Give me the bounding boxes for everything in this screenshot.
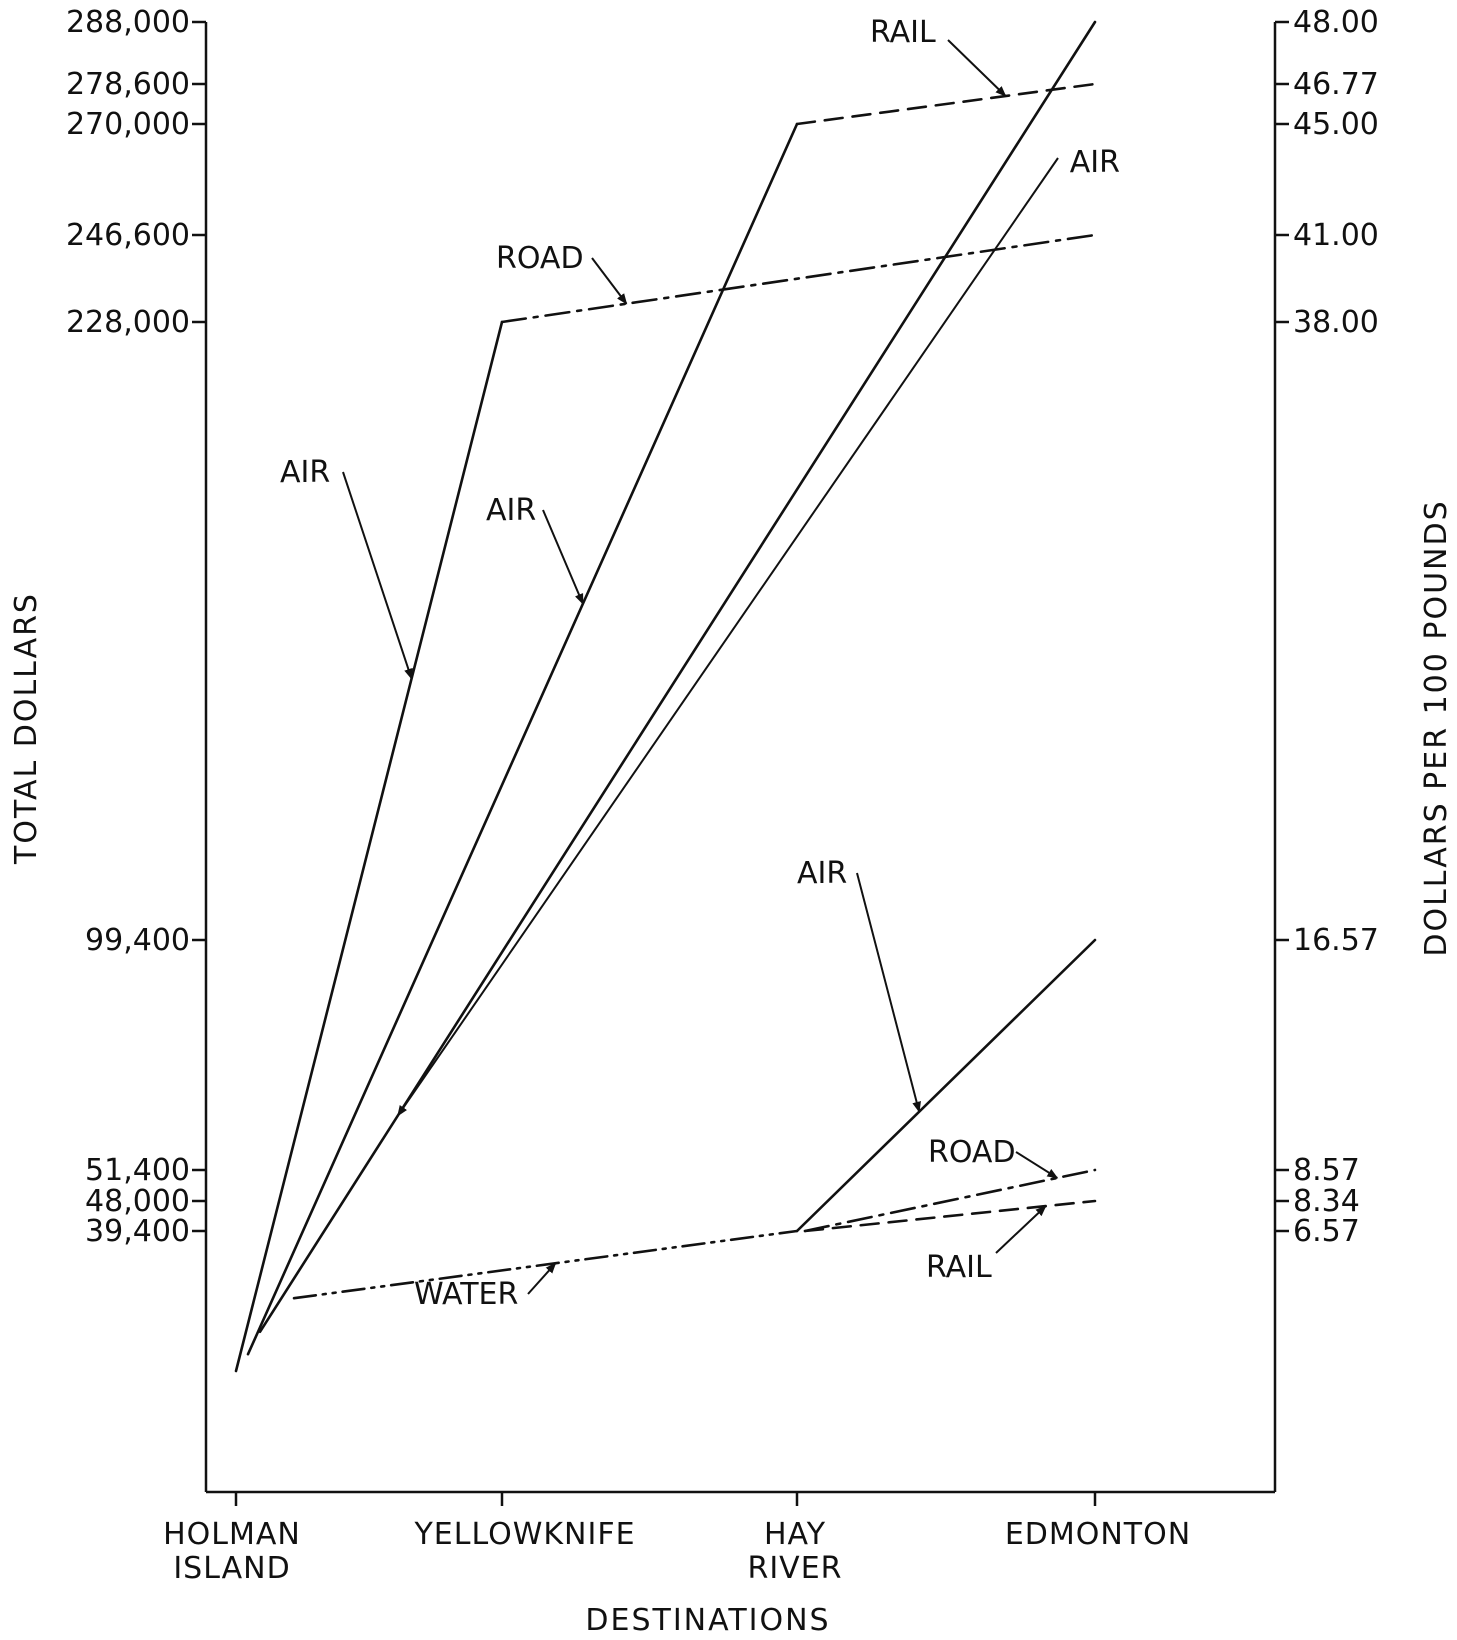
annotation-air-2-arrow bbox=[542, 509, 584, 605]
annotation-air-4-arrow bbox=[396, 157, 1059, 1117]
annotation-air-4-label: AIR bbox=[1070, 145, 1120, 180]
series-road-dash-dot-7 bbox=[803, 1168, 1097, 1233]
right-tick-label: 8.57 bbox=[1293, 1153, 1360, 1188]
category-label-holman: HOLMAN bbox=[163, 1517, 301, 1552]
left-tick-label: 278,600 bbox=[66, 67, 190, 102]
left-tick-label: 39,400 bbox=[85, 1214, 190, 1249]
left-axis: 288,000 278,600 270,000 246,600 228,000 99,40… bbox=[66, 5, 208, 1492]
annotation-rail-3-label: RAIL bbox=[870, 15, 936, 50]
annotation-road-7-label: ROAD bbox=[928, 1135, 1016, 1170]
category-label-hay: RIVER bbox=[747, 1551, 842, 1586]
left-tick-label: 270,000 bbox=[66, 107, 190, 142]
left-tick-label: 48,000 bbox=[85, 1184, 190, 1219]
annotation-rail-8-arrow bbox=[995, 1205, 1047, 1254]
series-air-solid-6 bbox=[795, 938, 1097, 1233]
right-tick-label: 6.57 bbox=[1293, 1214, 1360, 1249]
annotation-air-0-label: AIR bbox=[280, 455, 330, 490]
x-axis-title: DESTINATIONS bbox=[585, 1603, 830, 1638]
right-tick-label: 45.00 bbox=[1293, 107, 1379, 142]
annotation-road-1-arrow bbox=[591, 257, 628, 305]
series-rail-dashed-8 bbox=[803, 1199, 1097, 1233]
series-air-solid-2 bbox=[246, 122, 799, 1356]
category-label-hay: HAY bbox=[764, 1517, 826, 1552]
right-tick-label: 41.00 bbox=[1293, 218, 1379, 253]
left-tick-label: 51,400 bbox=[85, 1153, 190, 1188]
right-axis: 48.00 46.77 45.00 41.00 38.00 16.57 8.578.346.… bbox=[1273, 5, 1379, 1492]
category-label-yellowknife: YELLOWKNIFE bbox=[413, 1517, 635, 1552]
annotation-road-1-label: ROAD bbox=[496, 241, 584, 276]
series-water-dash-dot-dot-5 bbox=[292, 1229, 799, 1300]
right-tick-label: 16.57 bbox=[1293, 923, 1379, 958]
annotation-rail-8-label: RAIL bbox=[926, 1250, 992, 1285]
left-axis-title: TOTAL DOLLARS bbox=[9, 592, 44, 865]
annotation-air-2-label: AIR bbox=[486, 493, 536, 528]
series-road-dash-dot-1 bbox=[500, 233, 1097, 324]
left-tick-label: 99,400 bbox=[85, 923, 190, 958]
right-tick-label: 8.34 bbox=[1293, 1184, 1360, 1219]
right-tick-label: 46.77 bbox=[1293, 67, 1379, 102]
right-tick-label: 38.00 bbox=[1293, 305, 1379, 340]
annotation-air-6-arrow bbox=[856, 872, 921, 1113]
annotation-air-6-label: AIR bbox=[797, 856, 847, 891]
category-label-edmonton: EDMONTON bbox=[1005, 1517, 1191, 1552]
left-tick-label: 288,000 bbox=[66, 5, 190, 40]
annotation-road-7-arrow bbox=[1015, 1151, 1059, 1179]
left-tick-label: 228,000 bbox=[66, 305, 190, 340]
annotation-air-0-arrow bbox=[342, 471, 413, 680]
category-label-holman: ISLAND bbox=[173, 1551, 290, 1586]
series-air-solid-0 bbox=[234, 320, 504, 1373]
right-tick-label: 48.00 bbox=[1293, 5, 1379, 40]
annotation-water-5-label: WATER bbox=[414, 1277, 518, 1312]
left-tick-label: 246,600 bbox=[66, 218, 190, 253]
series-rail-dashed-3 bbox=[795, 82, 1097, 126]
annotation-rail-3-arrow bbox=[947, 39, 1007, 97]
annotation-layer: AIR AIR AIR ROAD RAIL AIR ROAD RAIL WATER bbox=[280, 15, 1120, 1312]
annotation-water-5-arrow bbox=[527, 1262, 557, 1295]
right-axis-title: DOLLARS PER 100 POUNDS bbox=[1419, 499, 1454, 956]
